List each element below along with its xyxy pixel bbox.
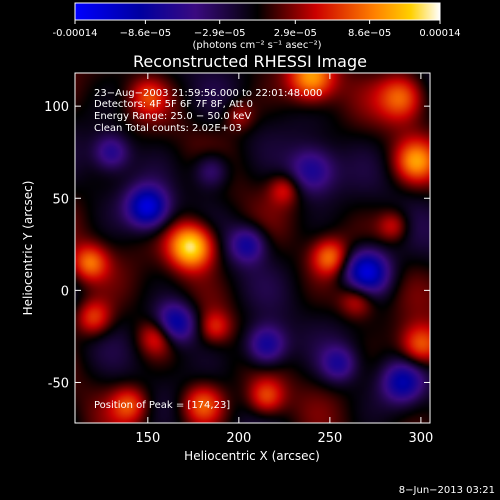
colorbar-tick-label: −8.6e−05 (120, 28, 172, 39)
y-tick-label: 100 (44, 100, 69, 115)
plot-area: 150 200 250 300 -50 0 50 100 (44, 72, 433, 446)
y-axis-label: Heliocentric Y (arcsec) (21, 181, 35, 316)
colorbar-bar (74, 2, 441, 21)
colorbar: -0.00014 −8.6e−05 −2.9e−05 2.9e−05 8.6e−05 0.… (53, 2, 461, 51)
annotation-total-counts: Clean Total counts: 2.02E+03 (94, 123, 242, 134)
colorbar-tick-label: −2.9e−05 (194, 28, 246, 39)
y-tick-label: 50 (52, 192, 69, 207)
axis-ticks: 150 200 250 300 -50 0 50 100 (44, 73, 433, 446)
colorbar-tick-label: -0.00014 (53, 28, 98, 39)
heatmap-image (75, 73, 430, 423)
chart-title: Reconstructed RHESSI Image (133, 52, 367, 71)
annotation-energy-range: Energy Range: 25.0 − 50.0 keV (94, 111, 251, 122)
colorbar-tick-label: 8.6e−05 (348, 28, 391, 39)
y-tick-label: -50 (48, 376, 69, 391)
annotation-block: 23−Aug−2003 21:59:56.000 to 22:01:48.000… (94, 88, 322, 134)
peak-position-label: Position of Peak = [174,23] (94, 400, 230, 411)
colorbar-tick-label: 2.9e−05 (274, 28, 317, 39)
x-tick-label: 250 (317, 431, 342, 446)
annotation-time-range: 23−Aug−2003 21:59:56.000 to 22:01:48.000 (94, 88, 322, 99)
x-tick-label: 200 (226, 431, 251, 446)
colorbar-unit-label: (photons cm⁻² s⁻¹ asec⁻²) (192, 40, 321, 51)
footer-date: 8−Jun−2013 03:21 (399, 485, 495, 496)
colorbar-ticks: -0.00014 −8.6e−05 −2.9e−05 2.9e−05 8.6e−05 0.… (53, 20, 461, 39)
x-tick-label: 300 (408, 431, 433, 446)
x-axis-label: Heliocentric X (arcsec) (184, 449, 320, 463)
x-tick-label: 150 (135, 431, 160, 446)
plot-frame (74, 72, 431, 424)
y-tick-label: 0 (61, 284, 69, 299)
annotation-detectors: Detectors: 4F 5F 6F 7F 8F, Att 0 (94, 99, 253, 110)
colorbar-tick-label: 0.00014 (419, 28, 460, 39)
